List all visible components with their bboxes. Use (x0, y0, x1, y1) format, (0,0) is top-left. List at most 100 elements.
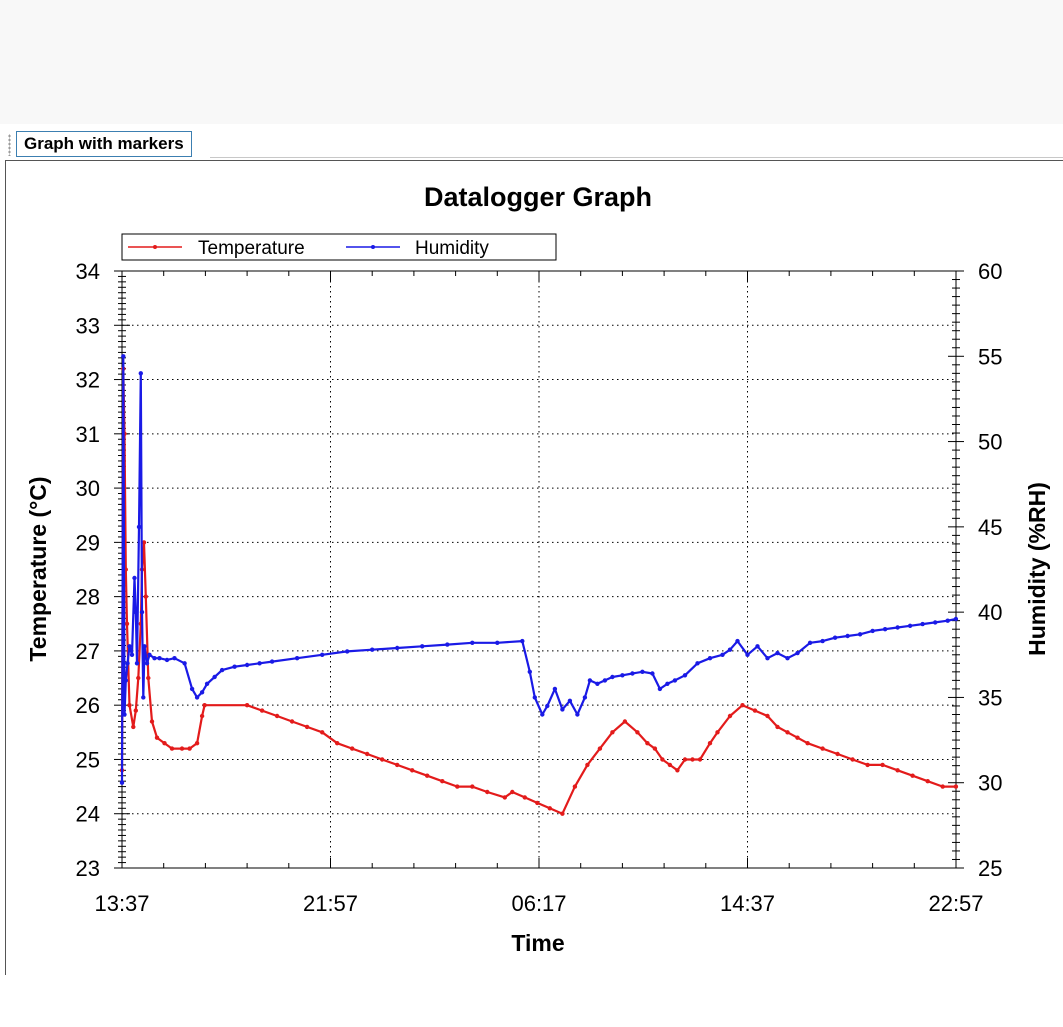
graph-with-markers-tab[interactable]: Graph with markers (16, 131, 192, 157)
humidity-data-point (345, 649, 350, 654)
humidity-data-point (257, 661, 262, 666)
humidity-data-point (320, 652, 325, 657)
humidity-data-point (895, 625, 900, 630)
humidity-data-point (136, 524, 142, 530)
y-left-tick-label: 31 (76, 422, 100, 447)
temperature-data-point (127, 703, 132, 708)
legend-temperature-label: Temperature (198, 238, 305, 259)
humidity-data-point (665, 681, 670, 686)
toolbar-grip[interactable] (8, 134, 11, 156)
humidity-data-point (141, 695, 146, 700)
humidity-data-point (630, 671, 635, 676)
temperature-data-point (259, 708, 265, 713)
y-right-tick-label: 45 (978, 515, 1002, 540)
y-left-tick-label: 24 (76, 802, 100, 827)
temperature-data-point (707, 741, 713, 746)
temperature-data-point (304, 724, 310, 730)
temperature-data-point (143, 594, 148, 599)
humidity-data-point (720, 652, 725, 657)
temperature-data-point (380, 757, 385, 762)
humidity-data-point (620, 673, 625, 678)
humidity-data-point (707, 656, 713, 661)
temperature-data-point (940, 784, 945, 789)
humidity-data-point (587, 678, 593, 683)
humidity-data-point (527, 669, 532, 674)
temperature-data-point (690, 757, 695, 762)
axis-ticks (114, 270, 964, 869)
temperature-data-point (335, 741, 340, 746)
humidity-data-point (194, 695, 200, 700)
humidity-data-point (129, 652, 135, 657)
temperature-data-point (350, 746, 355, 751)
temperature-data-point (131, 724, 136, 730)
temperature-data-point (865, 762, 870, 768)
temperature-data-point (880, 762, 885, 768)
temperature-data-point (502, 795, 507, 800)
humidity-data-point (820, 638, 825, 644)
y-right-tick-label: 55 (978, 344, 1002, 369)
humidity-data-point (495, 640, 500, 645)
y-right-tick-label: 30 (978, 771, 1002, 796)
humidity-series-line (120, 355, 957, 783)
temperature-data-point (785, 730, 790, 735)
temperature-data-point (187, 746, 192, 751)
humidity-data-point (832, 635, 838, 640)
temperature-data-point (660, 757, 665, 762)
plot-area-border (121, 270, 957, 869)
tick-labels: 13:37 21:57 06:17 14:37 22:57 23 24 25 26 27 28 29 3… (76, 259, 1003, 916)
x-tick-label: 21:57 (303, 891, 358, 916)
humidity-data-point (164, 657, 170, 663)
legend-humidity-label: Humidity (415, 238, 489, 259)
temperature-data-point (805, 741, 810, 746)
humidity-data-point (735, 638, 740, 644)
humidity-data-point (545, 703, 550, 709)
temperature-data-point (560, 811, 565, 816)
temperature-data-point (752, 708, 758, 713)
humidity-data-point (567, 698, 573, 703)
temperature-data-point (365, 751, 370, 757)
temperature-data-point (953, 784, 959, 789)
temperature-data-point (289, 719, 295, 724)
humidity-data-point (575, 712, 580, 717)
y-right-tick-label: 60 (978, 259, 1002, 284)
series-layer (119, 354, 959, 816)
chart-panel (5, 160, 1063, 975)
temperature-data-point (485, 789, 490, 795)
humidity-data-point (142, 644, 147, 649)
humidity-data-point (610, 674, 615, 680)
humidity-data-point (269, 659, 275, 664)
humidity-data-point (152, 656, 157, 661)
humidity-data-point (138, 371, 143, 376)
humidity-data-point (127, 644, 132, 649)
temperature-data-point (697, 757, 703, 762)
humidity-data-point (189, 686, 195, 692)
temperature-series-line (120, 367, 956, 815)
temperature-data-point (850, 757, 855, 762)
humidity-data-point (650, 671, 655, 676)
temperature-data-point (547, 806, 552, 811)
temperature-data-point (682, 757, 688, 762)
humidity-data-point (204, 681, 210, 686)
y-left-tick-label: 33 (76, 313, 100, 338)
humidity-data-point (133, 609, 138, 615)
humidity-data-point (870, 628, 875, 634)
humidity-data-point (121, 354, 126, 359)
temperature-data-point (535, 800, 540, 806)
temperature-data-point (727, 713, 733, 719)
temperature-data-point (835, 751, 840, 757)
humidity-data-point (785, 656, 790, 661)
temperature-data-point (597, 746, 603, 751)
temperature-data-point (667, 762, 673, 768)
temperature-data-point (440, 779, 445, 784)
humidity-data-point (907, 623, 913, 628)
humidity-data-point (172, 656, 177, 661)
y-axis-right-label: Humidity (%RH) (1024, 482, 1050, 656)
y-left-tick-label: 34 (76, 259, 100, 284)
humidity-data-point (882, 627, 888, 632)
temperature-data-point (410, 768, 415, 773)
humidity-data-point (232, 664, 237, 669)
chart-title: Datalogger Graph (424, 182, 652, 212)
humidity-data-point (123, 678, 128, 683)
humidity-data-point (370, 647, 375, 652)
humidity-data-point (132, 575, 137, 581)
